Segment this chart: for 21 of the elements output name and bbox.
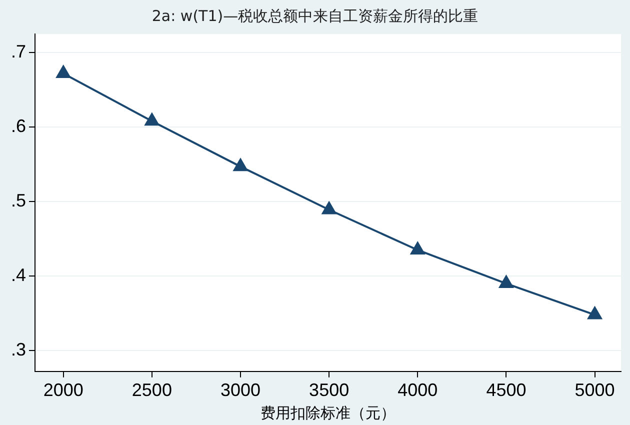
x-tick-label: 5000: [574, 380, 615, 400]
x-tick-label: 3000: [220, 380, 261, 400]
x-tick-label: 3500: [309, 380, 350, 400]
point: [410, 242, 425, 254]
x-tick-label: 2500: [132, 380, 172, 400]
point: [588, 306, 602, 320]
point: [322, 202, 336, 214]
point: [144, 113, 159, 126]
x-tick-label: 4500: [486, 380, 526, 400]
y-tick-label: .6: [10, 116, 26, 136]
x-tick-label: 2000: [43, 380, 84, 400]
y-tick-label: .5: [10, 190, 26, 211]
x-axis-title: 费用扣除标准（元）: [260, 404, 396, 422]
chart-title: 2a: w(T1)—税收总额中来自工资薪金所得的比重: [152, 6, 478, 25]
y-tick-label: .3: [10, 340, 26, 360]
y-tick-label: .4: [10, 265, 26, 286]
point: [56, 65, 70, 78]
point: [499, 276, 514, 288]
x-tick-label: 4000: [398, 380, 438, 400]
point: [233, 158, 248, 172]
y-tick-label: .7: [10, 42, 26, 62]
